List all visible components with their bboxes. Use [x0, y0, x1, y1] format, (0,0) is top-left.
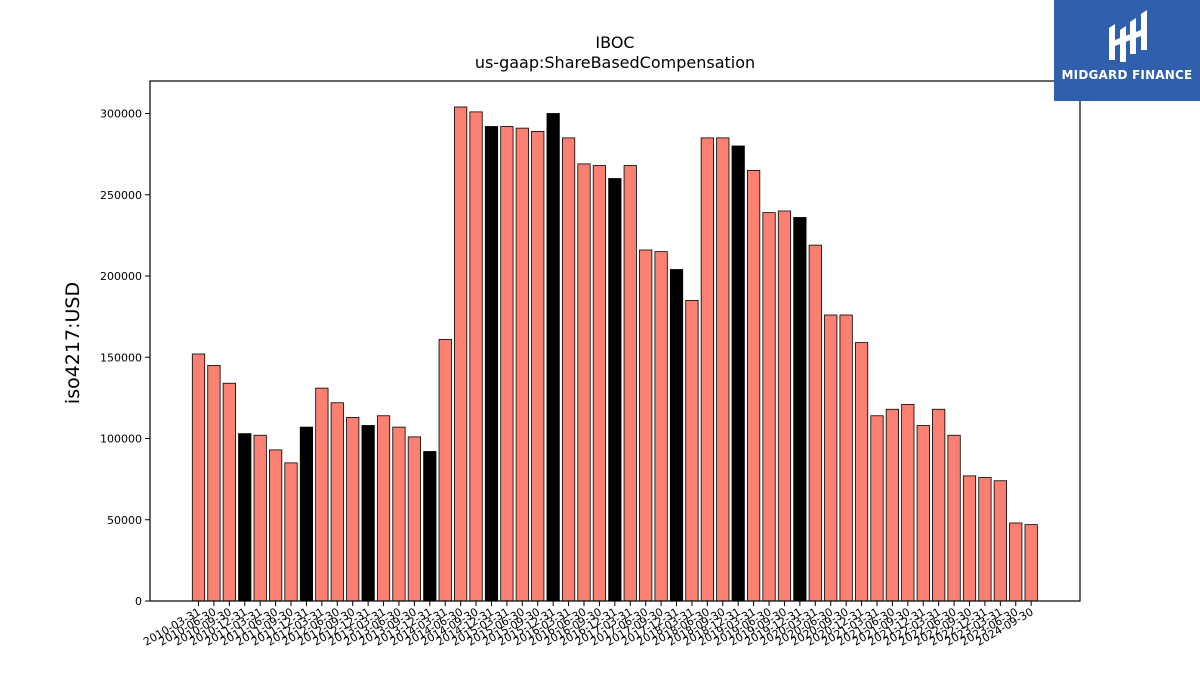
bar	[407, 436, 421, 602]
bar	[793, 217, 807, 602]
y-tick-label: 100000	[100, 433, 142, 446]
bar	[207, 364, 221, 602]
bar	[777, 210, 792, 602]
logo-mark-icon	[1109, 10, 1147, 62]
bar	[423, 451, 437, 602]
bar	[392, 426, 406, 602]
bar	[284, 462, 298, 602]
bar	[747, 169, 761, 602]
y-axis: 0 50000 100000 150000 200000 250000 300000	[100, 108, 150, 608]
bar	[238, 433, 252, 602]
bar	[346, 416, 360, 602]
bar	[839, 314, 853, 602]
bar	[515, 127, 529, 602]
y-tick-label: 200000	[100, 270, 142, 283]
bar	[484, 126, 499, 602]
y-tick-label: 300000	[100, 108, 142, 121]
bar	[731, 145, 745, 602]
bar	[546, 113, 560, 602]
bar	[299, 426, 314, 602]
bar	[1009, 522, 1023, 602]
bar	[824, 314, 838, 602]
bar	[962, 475, 977, 602]
y-tick-label: 250000	[100, 189, 142, 202]
bar	[716, 137, 730, 602]
bar	[669, 269, 684, 602]
bar	[330, 402, 344, 602]
chart-subtitle: us-gaap:ShareBasedCompensation	[475, 53, 755, 72]
bar	[978, 477, 992, 602]
bar	[268, 449, 283, 602]
y-tick-label: 0	[135, 595, 142, 608]
logo-text: MIDGARD FINANCE	[1061, 68, 1193, 82]
bar	[685, 299, 699, 602]
bar	[438, 338, 452, 602]
bar	[315, 387, 329, 602]
bar	[870, 415, 884, 602]
bar	[947, 434, 961, 602]
bar	[654, 251, 668, 602]
bar	[901, 403, 915, 602]
bar	[1024, 524, 1038, 602]
bar	[932, 408, 946, 602]
y-axis-label: iso4217:USD	[62, 282, 84, 404]
bar	[854, 342, 869, 602]
bar	[253, 434, 267, 602]
bar	[577, 163, 591, 602]
bars-group	[191, 106, 1038, 602]
bar	[500, 126, 514, 602]
bar	[561, 137, 576, 602]
x-axis: 2010-03-312010-06-302010-09-302010-12-31…	[141, 601, 1036, 649]
bar	[885, 408, 900, 602]
bar	[191, 353, 206, 602]
bar	[531, 130, 545, 602]
bar	[454, 106, 468, 602]
bar	[469, 111, 483, 602]
brand-logo: MIDGARD FINANCE	[1054, 0, 1200, 101]
bar	[222, 382, 236, 602]
bar	[700, 137, 714, 602]
bar	[916, 425, 930, 602]
chart-title: IBOC	[595, 33, 634, 52]
bar	[639, 249, 653, 602]
y-tick-label: 150000	[100, 351, 142, 364]
bar	[376, 415, 391, 602]
bar	[361, 425, 375, 602]
bar	[993, 480, 1007, 602]
bar	[592, 165, 607, 602]
bar	[808, 244, 822, 602]
bar	[623, 165, 637, 602]
y-tick-label: 50000	[107, 514, 142, 527]
bar	[762, 212, 776, 602]
bar	[608, 178, 622, 602]
